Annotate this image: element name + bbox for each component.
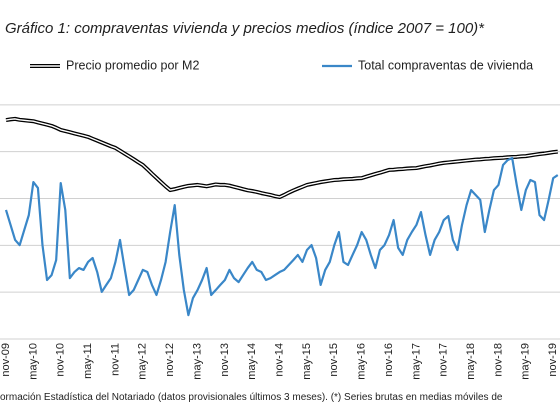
price-line (5, 116, 558, 200)
x-tick-label: nov-14 (274, 343, 286, 377)
x-tick-label: may-18 (465, 343, 477, 380)
x-tick-label: nov-18 (492, 343, 504, 377)
x-tick-label: nov-11 (109, 343, 121, 376)
x-tick-label: nov-09 (0, 343, 12, 377)
x-tick-label: nov-19 (547, 343, 559, 377)
price-line-core (5, 118, 558, 198)
x-tick-label: may-19 (520, 343, 532, 380)
plot-area: nov-09 may-10 nov-10 may-11 nov-11 may-12 nov-… (0, 116, 559, 380)
x-tick-label: nov-12 (164, 343, 176, 377)
chart-title: Gráfico 1: compraventas vivienda y preci… (5, 20, 485, 37)
footnote: ormación Estadística del Notariado (dato… (0, 392, 503, 403)
x-tick-label: may-13 (191, 343, 203, 380)
x-tick-label: may-12 (137, 343, 149, 380)
legend-label: Precio promedio por M2 (66, 58, 199, 72)
sales-line (4, 156, 559, 317)
x-tick-label: may-10 (27, 343, 39, 380)
x-tick-label: nov-15 (328, 343, 340, 377)
x-tick-label: nov-16 (383, 343, 395, 377)
x-tick-label: may-17 (410, 343, 422, 380)
x-tick-label: may-15 (301, 343, 313, 380)
x-tick-label: nov-17 (438, 343, 450, 377)
x-tick-label: nov-10 (55, 343, 67, 377)
legend-bg (0, 55, 560, 77)
legend: Precio promedio por M2 Total compraventas… (0, 55, 560, 77)
x-tick-label: may-14 (246, 343, 258, 380)
x-tick-label: nov-13 (219, 343, 231, 377)
legend-label: Total compraventas de vivienda (358, 58, 533, 72)
x-tick-label: may-11 (82, 343, 94, 379)
x-tick-label: may-16 (356, 343, 368, 380)
